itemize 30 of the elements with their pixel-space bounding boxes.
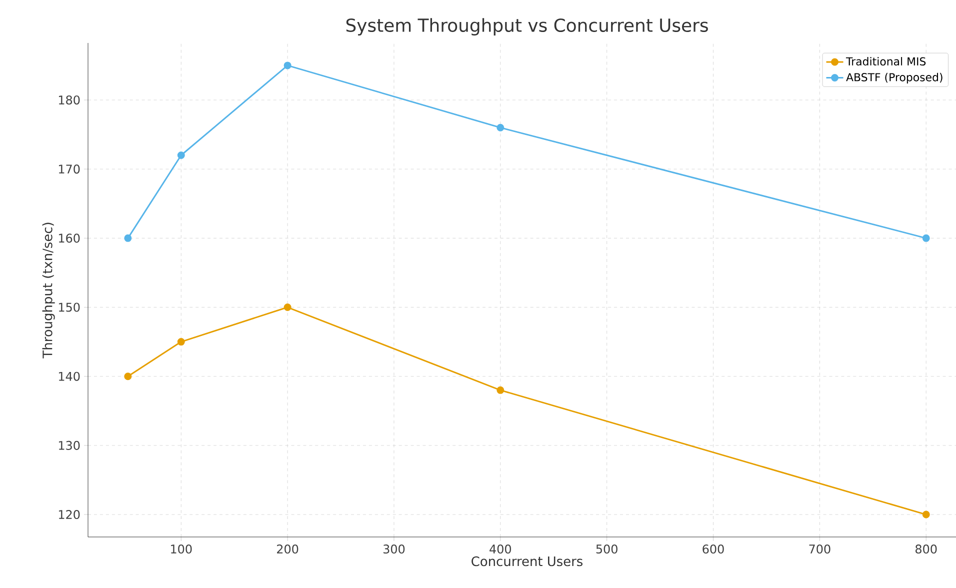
point — [922, 510, 930, 518]
point — [177, 152, 185, 160]
x-tick-label: 100 — [171, 544, 192, 554]
x-tick-label: 200 — [277, 544, 298, 554]
y-tick-label: 160 — [58, 234, 80, 243]
y-tick-label: 140 — [58, 372, 80, 381]
chart-title: System Throughput vs Concurrent Users — [346, 18, 708, 36]
legend-label: ABSTF (Proposed) — [846, 72, 942, 84]
point — [124, 234, 132, 242]
y-tick-label: 120 — [58, 510, 80, 520]
y-axis-title: Throughput (txn/sec) — [42, 222, 55, 358]
x-tick-label: 600 — [702, 544, 724, 554]
point — [284, 62, 292, 70]
x-tick-label: 700 — [809, 544, 830, 554]
point — [496, 386, 504, 394]
point — [922, 234, 930, 242]
y-tick-label: 130 — [58, 440, 80, 450]
point — [284, 304, 292, 312]
legend-label: Traditional MIS — [846, 57, 926, 66]
x-tick-label: 800 — [916, 544, 937, 554]
x-tick-label: 400 — [490, 544, 512, 554]
x-axis-title: Concurrent Users — [472, 556, 583, 566]
x-tick-label: 300 — [383, 544, 405, 554]
point — [496, 124, 504, 132]
point — [124, 372, 132, 380]
y-tick-label: 150 — [58, 302, 80, 312]
point — [177, 338, 185, 346]
x-tick-label: 500 — [596, 544, 618, 554]
y-tick-label: 180 — [58, 95, 80, 105]
y-tick-label: 170 — [58, 164, 80, 174]
